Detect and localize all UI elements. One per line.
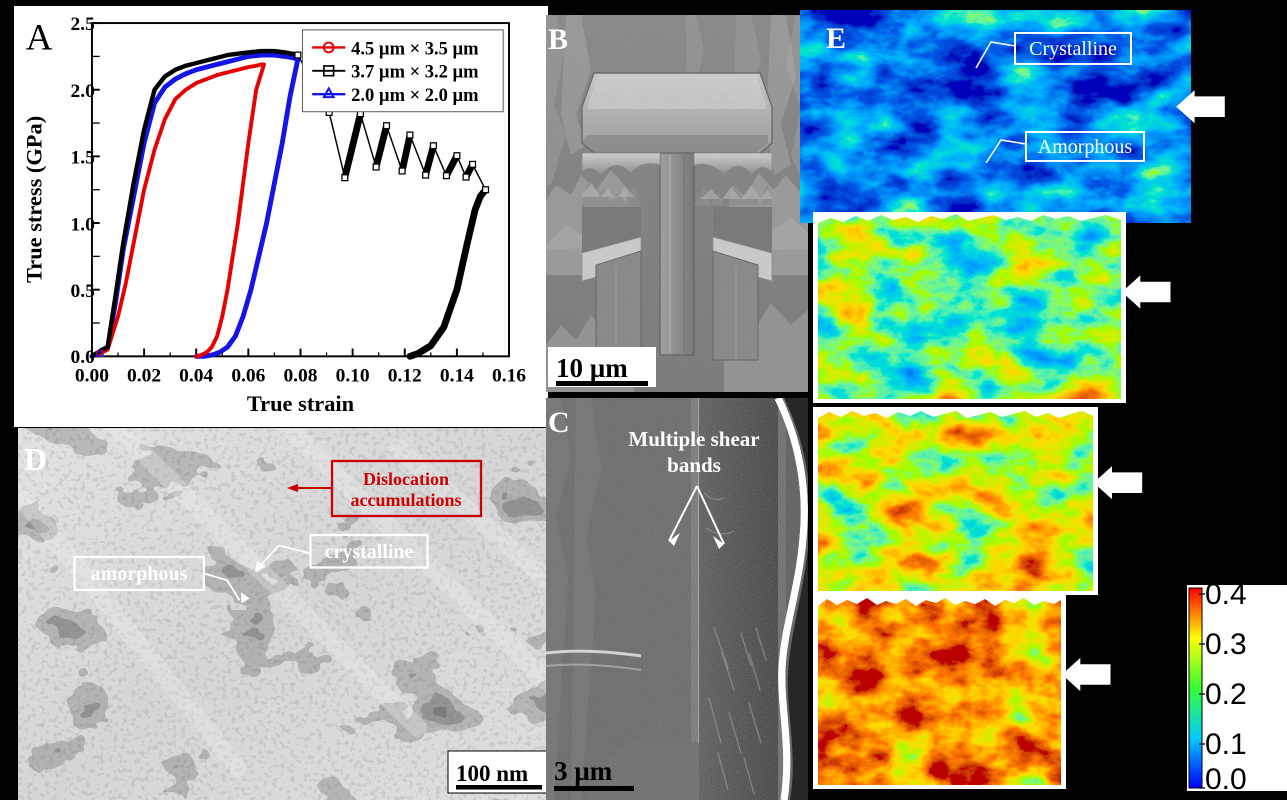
svg-text:0.1: 0.1 <box>1205 728 1247 761</box>
svg-text:0.4: 0.4 <box>1205 578 1247 611</box>
svg-text:Crystalline: Crystalline <box>1029 38 1117 60</box>
svg-text:E: E <box>826 22 846 55</box>
svg-text:0.2: 0.2 <box>1205 678 1247 711</box>
svg-text:Amorphous: Amorphous <box>1038 136 1133 158</box>
svg-text:0.3: 0.3 <box>1205 628 1247 661</box>
svg-text:0.0: 0.0 <box>1205 763 1247 796</box>
